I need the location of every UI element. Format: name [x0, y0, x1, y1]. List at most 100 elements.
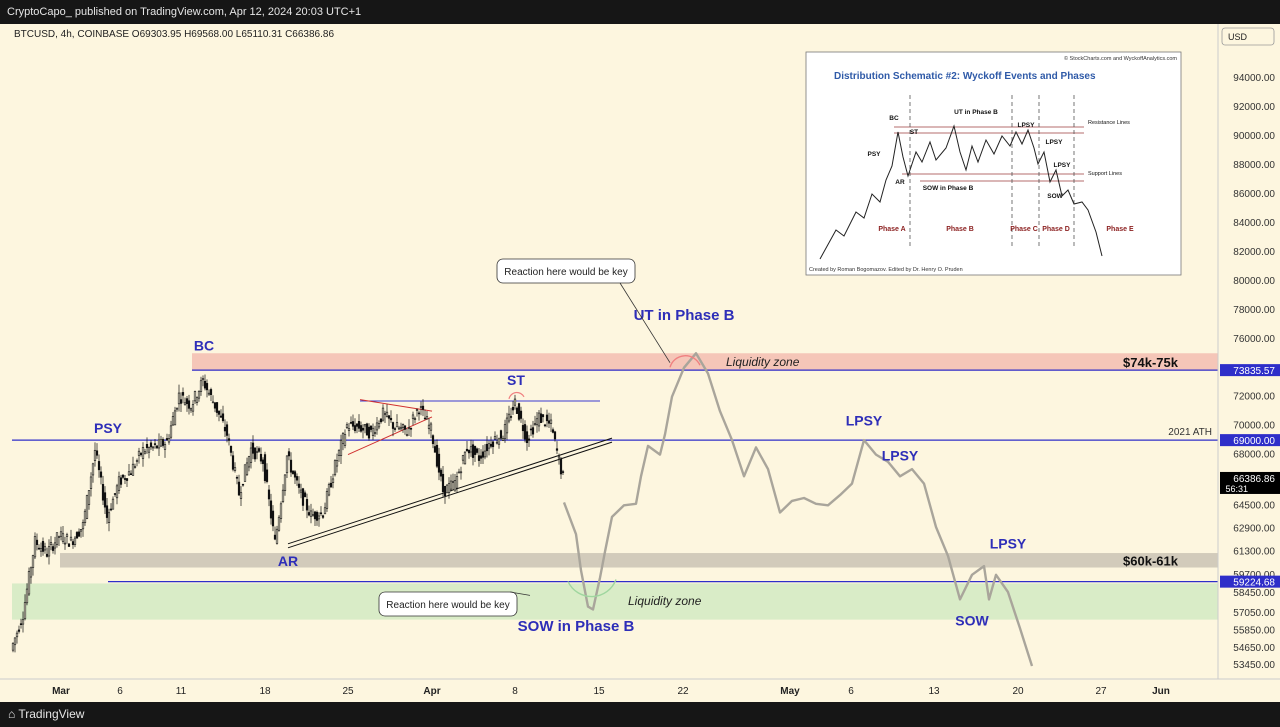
- candle-body: [125, 478, 129, 481]
- candle-body: [387, 415, 391, 419]
- callout-box[interactable]: Reaction here would be key: [378, 591, 531, 617]
- candle-body: [23, 602, 27, 620]
- candle-body: [47, 546, 51, 557]
- currency-button[interactable]: USD: [1221, 27, 1275, 46]
- x-tick-label: 8: [512, 686, 518, 697]
- candle-body: [393, 428, 397, 430]
- candle-body: [183, 402, 187, 406]
- tradingview-logo-icon[interactable]: ⌂: [8, 707, 16, 721]
- y-tick-label: 59700.00: [1233, 570, 1275, 581]
- chart-area[interactable]: 2021 ATH $74k-75k $60k-61k Liquidity zone Li…: [0, 24, 1280, 702]
- inset-frame: [805, 51, 1182, 276]
- footer-brand[interactable]: TradingView: [18, 707, 85, 721]
- candle-body: [261, 459, 265, 464]
- currency-label: USD: [1228, 32, 1248, 42]
- annotation-psy: PSY: [94, 420, 123, 436]
- candle-body: [291, 470, 295, 474]
- candle-body: [81, 522, 85, 530]
- candle-body: [529, 428, 533, 431]
- callout-pointer: [619, 282, 671, 363]
- y-tick-label: 78000.00: [1233, 305, 1275, 316]
- candle-body: [179, 399, 183, 404]
- candle-body: [445, 484, 449, 494]
- candle-body: [285, 455, 289, 474]
- candle-body: [63, 542, 67, 545]
- candle-body: [131, 463, 135, 476]
- y-tick-label: 55850.00: [1233, 626, 1275, 637]
- candle-body: [157, 439, 161, 449]
- x-tick-label: 11: [176, 686, 187, 697]
- candle-body: [441, 473, 445, 493]
- y-tick-label: 84000.00: [1233, 218, 1275, 229]
- candle-body: [549, 419, 553, 424]
- candle-body: [239, 492, 243, 499]
- candle-body: [219, 415, 223, 418]
- candle-body: [315, 511, 319, 521]
- liquidity-zone-label-bottom: Liquidity zone: [628, 594, 702, 608]
- candle-body: [463, 451, 467, 465]
- candle-body: [187, 400, 191, 409]
- candle-body: [161, 439, 165, 446]
- candle-body: [195, 397, 199, 403]
- candle-body: [201, 378, 205, 381]
- inset-resistance-label: Resistance Lines: [1088, 120, 1130, 126]
- candle-body: [413, 418, 417, 420]
- price-axis[interactable]: [1218, 24, 1280, 702]
- x-tick-label: Jun: [1152, 686, 1170, 697]
- candle-body: [181, 392, 185, 396]
- candle-body: [227, 438, 231, 441]
- candle-body: [537, 412, 541, 427]
- candle-body: [433, 446, 437, 453]
- candle-body: [145, 444, 149, 449]
- time-axis[interactable]: [0, 679, 1280, 702]
- price-label-text: 66386.86: [1233, 474, 1275, 485]
- candle-body: [485, 443, 489, 452]
- candle-body: [399, 426, 403, 430]
- candle-body: [475, 448, 479, 453]
- candle-body: [489, 443, 493, 447]
- price-label-tag: [1220, 434, 1280, 447]
- candle-body: [137, 450, 141, 456]
- candle-body: [359, 425, 363, 432]
- x-tick-label: 15: [593, 686, 605, 697]
- candle-body: [447, 483, 451, 493]
- candle-body: [127, 471, 131, 476]
- ut-highlight-arc: [669, 355, 701, 368]
- candle-body: [193, 391, 197, 402]
- candle-body: [541, 414, 545, 418]
- candle-body: [197, 390, 201, 399]
- candle-body: [501, 438, 505, 441]
- price-label-text: 59224.68: [1233, 578, 1275, 589]
- callout-box[interactable]: Reaction here would be key: [496, 258, 671, 363]
- candle-body: [495, 441, 499, 444]
- candle-body: [325, 490, 329, 509]
- candle-body: [367, 426, 371, 439]
- candle-body: [351, 421, 355, 427]
- candle-body: [535, 418, 539, 426]
- inset-event-label: SOW in Phase B: [923, 185, 974, 192]
- candle-body: [107, 512, 111, 523]
- inset-event-label: BC: [889, 115, 899, 122]
- candle-body: [481, 451, 485, 458]
- candle-body: [357, 421, 361, 429]
- candle-body: [317, 515, 321, 520]
- candle-body: [17, 629, 21, 632]
- y-tick-label: 76000.00: [1233, 334, 1275, 345]
- candle-body: [277, 516, 281, 531]
- candle-body: [235, 476, 239, 479]
- candle-body: [555, 448, 559, 451]
- price-chart[interactable]: 2021 ATH $74k-75k $60k-61k Liquidity zone Li…: [0, 24, 1280, 702]
- candle-body: [345, 424, 349, 428]
- candle-body: [335, 460, 339, 467]
- candle-body: [391, 422, 395, 429]
- candle-body: [471, 444, 475, 458]
- candle-body: [499, 430, 503, 439]
- candle-body: [491, 441, 495, 448]
- candle-body: [43, 546, 47, 551]
- candle-body: [461, 455, 465, 461]
- candle-body: [233, 467, 237, 471]
- candle-body: [115, 485, 119, 499]
- candle-body: [29, 567, 33, 578]
- candle-body: [73, 537, 77, 545]
- inset-event-label: LPSY: [1046, 139, 1064, 146]
